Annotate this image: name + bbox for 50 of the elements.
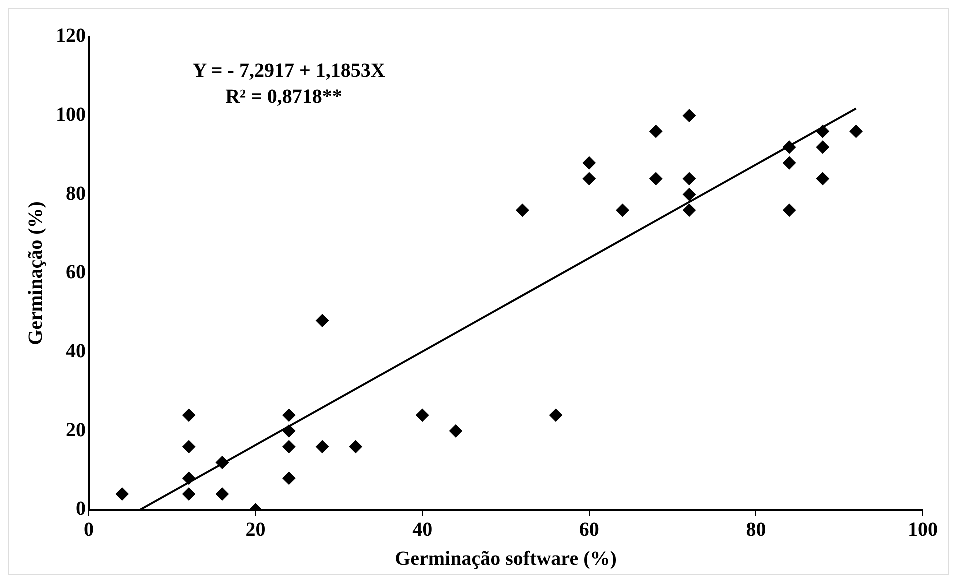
point bbox=[216, 456, 229, 470]
x-axis-title: Germinação software (%) bbox=[395, 548, 617, 570]
x-tick-label: 40 bbox=[412, 519, 433, 542]
point bbox=[850, 125, 863, 138]
x-tick-label: 20 bbox=[246, 519, 266, 542]
point bbox=[516, 204, 530, 217]
annotation: Y = - 7,2917 + 1,1853X bbox=[192, 60, 386, 82]
point bbox=[282, 424, 296, 438]
point bbox=[182, 472, 196, 485]
point bbox=[582, 156, 596, 170]
x-tick-label: 80 bbox=[746, 519, 766, 542]
point bbox=[316, 314, 330, 328]
point bbox=[216, 488, 229, 501]
point bbox=[783, 156, 796, 170]
point bbox=[816, 140, 830, 154]
point bbox=[682, 109, 696, 122]
point bbox=[682, 204, 696, 217]
point bbox=[816, 125, 830, 138]
point bbox=[349, 440, 362, 454]
y-tick-label: 100 bbox=[56, 104, 86, 126]
point bbox=[783, 204, 796, 217]
y-tick-label: 20 bbox=[66, 419, 86, 442]
point bbox=[783, 140, 796, 154]
point bbox=[682, 188, 696, 202]
point bbox=[182, 440, 196, 454]
y-axis-title: Germinação (%) bbox=[25, 202, 48, 346]
point bbox=[550, 408, 563, 422]
point bbox=[282, 408, 296, 422]
y-tick-label: 0 bbox=[76, 498, 86, 520]
point bbox=[116, 488, 129, 501]
point bbox=[616, 204, 630, 217]
point bbox=[182, 488, 196, 501]
point bbox=[449, 424, 462, 438]
x-tick-label: 100 bbox=[908, 519, 938, 542]
point bbox=[816, 172, 830, 186]
point bbox=[650, 172, 663, 186]
point bbox=[316, 440, 330, 454]
point bbox=[650, 125, 663, 138]
y-tick-label: 60 bbox=[66, 262, 86, 284]
point bbox=[282, 440, 296, 454]
annotation: R² = 0,8718** bbox=[226, 86, 342, 108]
y-tick-label: 120 bbox=[56, 25, 86, 48]
point bbox=[582, 172, 596, 186]
x-tick-label: 60 bbox=[579, 519, 600, 542]
point bbox=[682, 172, 696, 186]
point bbox=[182, 408, 196, 422]
y-tick-label: 80 bbox=[66, 182, 86, 205]
point bbox=[416, 408, 430, 422]
y-tick-label: 40 bbox=[66, 340, 86, 363]
point bbox=[282, 472, 296, 485]
